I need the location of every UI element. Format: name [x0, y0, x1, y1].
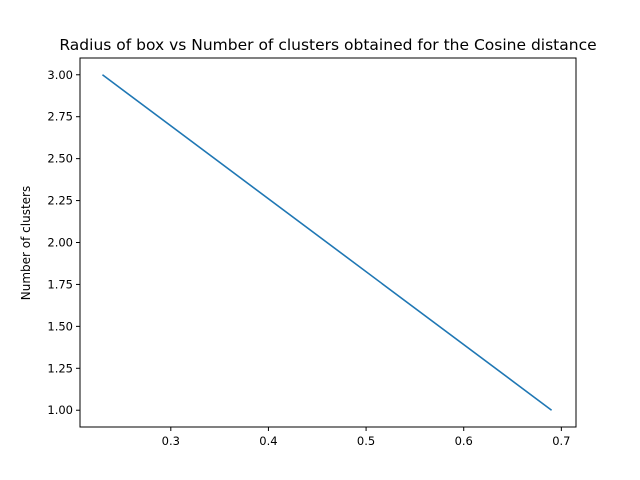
x-tick-label: 0.7: [552, 434, 570, 448]
x-tick-label: 0.4: [259, 434, 277, 448]
y-tick-label: 2.50: [47, 152, 73, 166]
y-tick-label: 1.50: [47, 319, 73, 333]
data-series: [101, 74, 553, 411]
y-tick-label: 3.00: [47, 68, 73, 82]
x-tick-label: 0.6: [455, 434, 473, 448]
x-tick-label: 0.3: [162, 434, 180, 448]
axis-ticks: 0.3 0.4 0.5 0.6 0.7 1.00 1.25 1.50 1.75 2.00 2.25 2…: [47, 68, 570, 448]
y-tick-label: 2.25: [47, 194, 73, 208]
y-tick-label: 2.75: [47, 110, 73, 124]
y-tick-label: 1.75: [47, 277, 73, 291]
plot-area-frame: [79, 57, 577, 428]
y-axis-label: Number of clusters: [19, 186, 33, 300]
y-tick-label: 1.00: [47, 403, 73, 417]
y-tick-label: 2.00: [47, 236, 73, 250]
y-tick-label: 1.25: [47, 361, 73, 375]
chart-title: Radius of box vs Number of clusters obta…: [59, 36, 596, 54]
x-tick-label: 0.5: [357, 434, 375, 448]
series-line: [101, 74, 553, 411]
